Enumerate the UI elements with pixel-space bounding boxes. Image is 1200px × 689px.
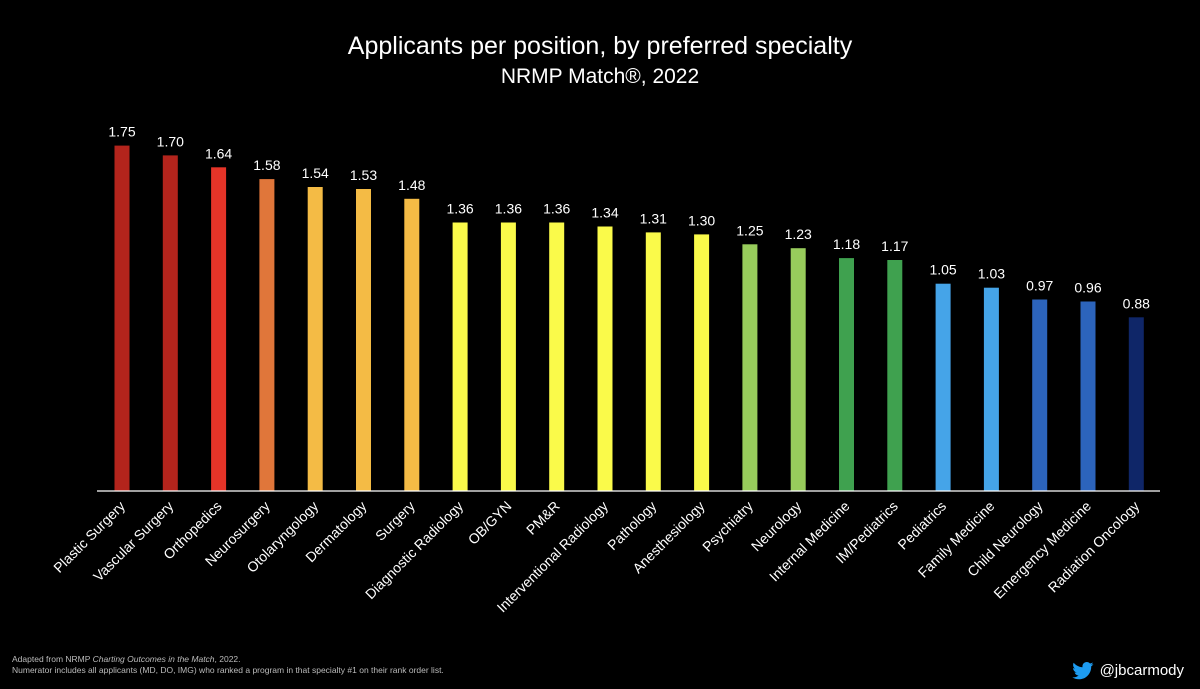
author-credit: @jbcarmody [1071, 661, 1184, 681]
bar-value-label: 1.58 [253, 157, 280, 173]
bar [1128, 317, 1144, 491]
bar [1080, 301, 1096, 491]
bar [597, 226, 613, 491]
bar-value-label: 1.31 [640, 210, 667, 226]
twitter-handle-text: @jbcarmody [1099, 662, 1184, 679]
category-tick-label: Surgery [372, 498, 418, 544]
bar-value-label: 1.70 [157, 133, 184, 149]
category-tick-label: Diagnostic Radiology [362, 498, 466, 602]
bar [404, 198, 420, 492]
bar [549, 222, 565, 491]
twitter-bird-icon [1071, 662, 1094, 680]
bar [114, 145, 130, 491]
bar-value-label: 1.48 [398, 177, 425, 193]
bar [935, 283, 951, 491]
bar-value-label: 1.53 [350, 167, 377, 183]
bar-value-label: 1.36 [495, 201, 522, 217]
bar-value-label: 1.23 [785, 226, 812, 242]
bar [1032, 299, 1048, 491]
bar-value-label: 1.17 [881, 238, 908, 254]
bar-value-label: 1.36 [446, 201, 473, 217]
bar [307, 187, 323, 491]
bar-value-label: 1.75 [108, 124, 135, 140]
bar-value-label: 1.64 [205, 145, 232, 161]
footnote-source-line: Adapted from NRMP Charting Outcomes in t… [12, 654, 444, 665]
bar [983, 287, 999, 491]
category-tick-label: PM&R [523, 498, 563, 538]
bar-value-label: 1.30 [688, 212, 715, 228]
bar-value-label: 1.54 [302, 165, 329, 181]
bar-value-label: 0.88 [1123, 295, 1150, 311]
footnote-source-prefix: Adapted from NRMP [12, 654, 93, 664]
bar-value-label: 1.36 [543, 201, 570, 217]
bar [839, 258, 854, 491]
chart-title: Applicants per position, by preferred sp… [347, 32, 853, 60]
bar-value-label: 1.05 [929, 262, 956, 278]
bar [645, 232, 661, 491]
bar-value-label: 1.34 [591, 205, 618, 221]
footnote-numerator-line: Numerator includes all applicants (MD, D… [12, 665, 444, 675]
bar-value-label: 1.18 [833, 236, 860, 252]
footnote-source-suffix: , 2022. [214, 654, 241, 664]
bar [211, 167, 227, 492]
bar [742, 244, 758, 492]
bar [887, 260, 903, 491]
bar [452, 222, 468, 491]
category-tick-label: OB/GYN [465, 498, 515, 548]
chart-subtitle: NRMP Match®, 2022 [500, 65, 700, 88]
bar [694, 234, 710, 491]
bars-layer [114, 145, 1144, 492]
bar [259, 179, 275, 491]
bar [790, 248, 806, 491]
category-tick-label: Radiation Oncology [1045, 498, 1143, 596]
bar-value-label: 1.25 [736, 222, 763, 238]
footnote: Adapted from NRMP Charting Outcomes in t… [12, 654, 444, 676]
bar-value-label: 0.96 [1074, 280, 1101, 296]
bar-value-label: 1.03 [978, 266, 1005, 282]
chart-title-block: Applicants per position, by preferred sp… [0, 30, 1200, 92]
bar [356, 189, 371, 491]
bar [162, 155, 178, 491]
bar-value-label: 0.97 [1026, 278, 1053, 294]
category-tick-label: Psychiatry [699, 498, 756, 555]
bar [500, 222, 516, 491]
footnote-source-title: Charting Outcomes in the Match [92, 654, 215, 664]
